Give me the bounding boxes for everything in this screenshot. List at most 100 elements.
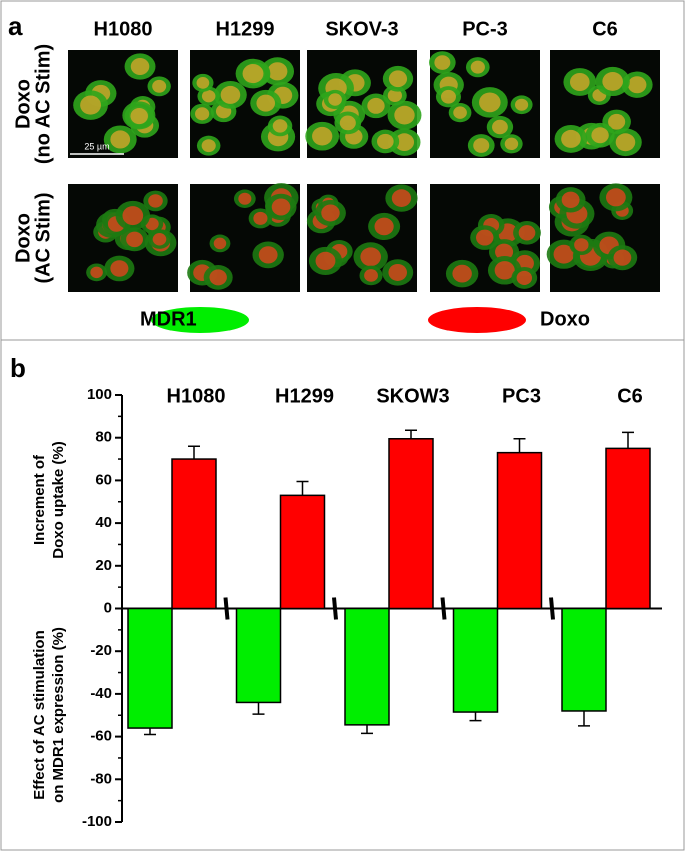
nucleus: [479, 92, 501, 113]
nucleus: [152, 233, 167, 246]
bar: [605, 447, 651, 610]
nucleus: [440, 89, 456, 104]
nucleus: [561, 129, 581, 148]
nucleus: [494, 261, 515, 280]
nucleus: [394, 133, 415, 152]
column-label: C6: [592, 18, 618, 40]
bar: [561, 607, 607, 712]
nucleus: [312, 126, 333, 146]
legend-swatch: [428, 307, 526, 333]
nucleus: [90, 266, 103, 279]
nucleus: [627, 76, 647, 94]
y-tick-label: -60: [90, 728, 112, 745]
y-tick-label: -80: [90, 770, 112, 787]
error-bar: [252, 702, 265, 715]
error-bar: [513, 438, 526, 453]
bar: [127, 607, 173, 729]
nucleus: [364, 269, 378, 282]
nucleus: [213, 237, 227, 250]
y-tick-label: 20: [95, 557, 112, 574]
axis-break: [332, 597, 338, 620]
bar: [235, 607, 282, 704]
y-axis-title: on MDR1 expression (%): [50, 627, 67, 803]
nucleus: [196, 77, 210, 89]
nucleus: [518, 225, 536, 241]
error-bar: [188, 445, 200, 460]
column-label: H1080: [94, 18, 153, 40]
nucleus: [613, 249, 632, 266]
bar: [452, 607, 499, 713]
nucleus: [515, 98, 529, 111]
nucleus: [271, 198, 291, 216]
nucleus: [122, 206, 144, 226]
error-bar: [622, 431, 634, 449]
nucleus: [391, 189, 412, 207]
nucleus: [253, 211, 268, 225]
legend-label: MDR1: [140, 308, 197, 330]
nucleus: [473, 138, 490, 153]
bar: [388, 438, 434, 610]
error-bar: [578, 710, 590, 727]
column-label: PC-3: [462, 18, 508, 40]
error-bar: [469, 712, 482, 722]
bar: [279, 494, 326, 610]
bar: [171, 458, 217, 610]
y-tick-label: 100: [87, 386, 112, 403]
row-label: Doxo: [12, 79, 34, 129]
nucleus: [201, 89, 216, 103]
y-tick-label: 80: [95, 429, 112, 446]
nucleus: [504, 137, 519, 151]
nucleus: [388, 70, 408, 88]
nucleus: [602, 71, 623, 91]
nucleus: [220, 85, 241, 104]
y-axis-title: Doxo uptake (%): [50, 441, 67, 559]
category-label: H1299: [275, 385, 334, 407]
y-tick-label: 40: [95, 514, 112, 531]
category-label: H1080: [167, 385, 226, 407]
row-label: (no AC Stim): [32, 44, 54, 164]
error-bar: [361, 724, 373, 735]
nucleus: [476, 229, 494, 246]
nucleus: [374, 217, 394, 236]
nucleus: [315, 251, 336, 271]
bar: [344, 607, 390, 726]
nucleus: [452, 264, 472, 283]
category-label: SKOW3: [376, 385, 449, 407]
nucleus: [574, 238, 589, 252]
nucleus: [388, 263, 407, 281]
nucleus: [605, 188, 626, 207]
nucleus: [201, 139, 216, 153]
nucleus: [360, 247, 382, 267]
nucleus: [608, 113, 626, 130]
nucleus: [561, 191, 580, 209]
legend-swatch: [151, 307, 249, 333]
panel-b-frame: [0, 339, 685, 851]
nucleus: [148, 194, 163, 208]
nucleus: [470, 60, 485, 74]
nucleus: [516, 270, 533, 285]
nucleus: [80, 95, 101, 115]
nucleus: [367, 97, 385, 114]
nucleus: [209, 269, 227, 286]
nucleus: [328, 93, 342, 106]
category-label: C6: [617, 385, 643, 407]
error-bar: [405, 429, 417, 439]
y-tick-label: -40: [90, 685, 112, 702]
error-bar: [144, 728, 156, 736]
scale-bar-label: 25 µm: [84, 141, 109, 151]
nucleus: [195, 107, 210, 121]
axis-break: [549, 597, 555, 620]
nucleus: [256, 94, 276, 112]
nucleus: [238, 192, 252, 205]
y-tick-label: 60: [95, 471, 112, 488]
nucleus: [126, 231, 143, 248]
axis-break: [440, 597, 447, 620]
nucleus: [258, 246, 278, 264]
y-tick-label: 0: [104, 599, 112, 616]
y-tick-label: -100: [82, 813, 112, 830]
nucleus: [267, 62, 288, 81]
nucleus: [591, 127, 609, 144]
nucleus: [569, 72, 590, 92]
category-label: PC3: [502, 385, 541, 407]
